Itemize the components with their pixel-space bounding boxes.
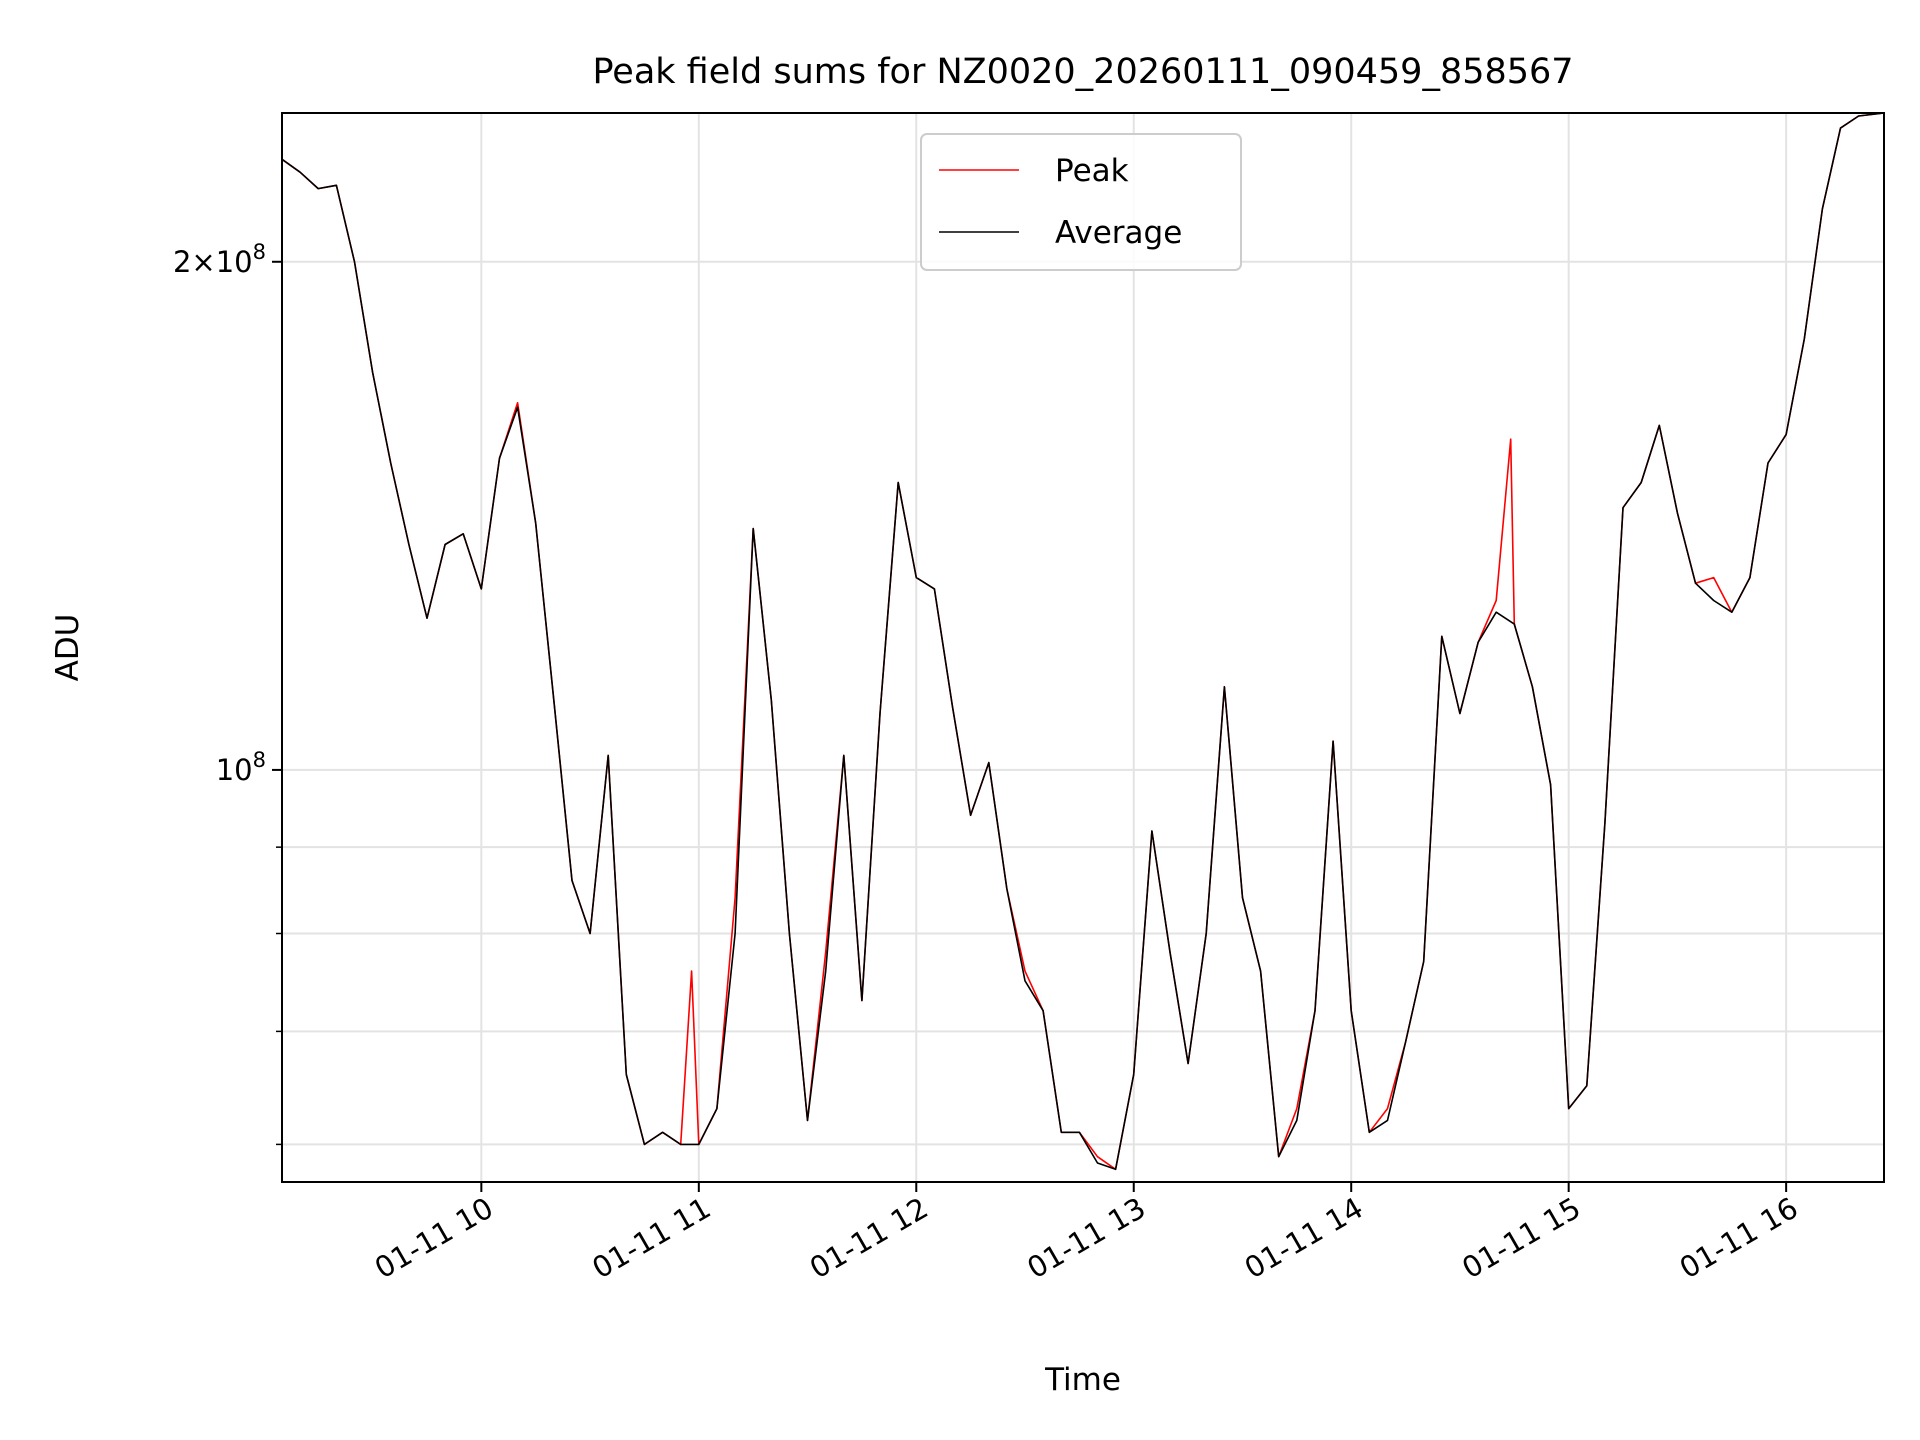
- data-lines: [281, 112, 1885, 1171]
- y-tick-label: 2×108: [173, 240, 266, 279]
- chart-title: Peak field sums for NZ0020_20260111_0904…: [592, 52, 1573, 92]
- y-axis-label: ADU: [50, 614, 86, 682]
- legend-box: [920, 133, 1242, 271]
- legend-label-peak: Peak: [1055, 153, 1129, 189]
- y-tick-label: 108: [216, 748, 266, 787]
- x-axis-label: Time: [1044, 1362, 1121, 1398]
- plot-frame: [281, 112, 1885, 1183]
- grid: [282, 113, 1884, 1182]
- series-line-average: [281, 112, 1885, 1171]
- legend: Peak Average: [920, 133, 1242, 271]
- legend-label-average: Average: [1055, 215, 1182, 251]
